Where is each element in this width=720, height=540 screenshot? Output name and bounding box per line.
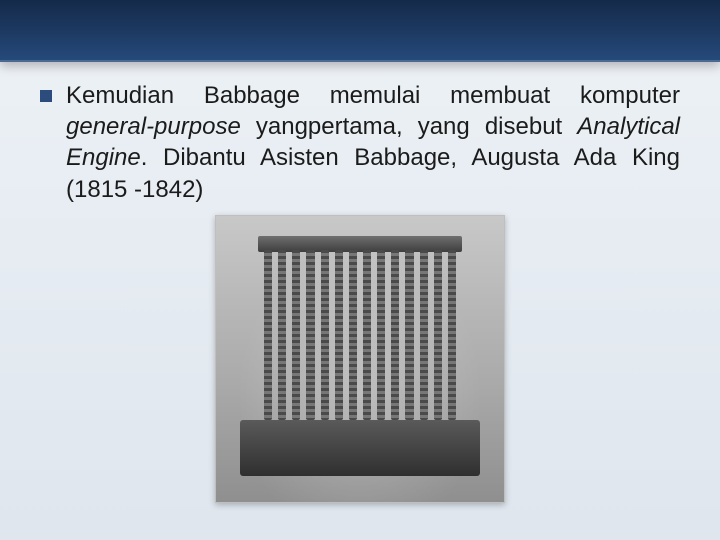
square-bullet-icon [40,90,52,102]
machine-base [240,420,480,476]
figure-container [40,215,680,503]
slide-content: Kemudian Babbage memulai membuat kompute… [0,62,720,503]
italic-run: general-purpose [66,113,241,140]
body-paragraph: Kemudian Babbage memulai membuat kompute… [66,80,680,205]
analytical-engine-image [215,215,505,503]
text-run: yangpertama, yang disebut [241,113,577,140]
machine-columns [264,250,456,420]
text-run: . Dibantu Asisten Babbage, Augusta Ada K… [66,144,680,202]
text-run: Kemudian Babbage memulai membuat kompute… [66,82,680,109]
bullet-item: Kemudian Babbage memulai membuat kompute… [40,80,680,205]
title-band [0,0,720,62]
